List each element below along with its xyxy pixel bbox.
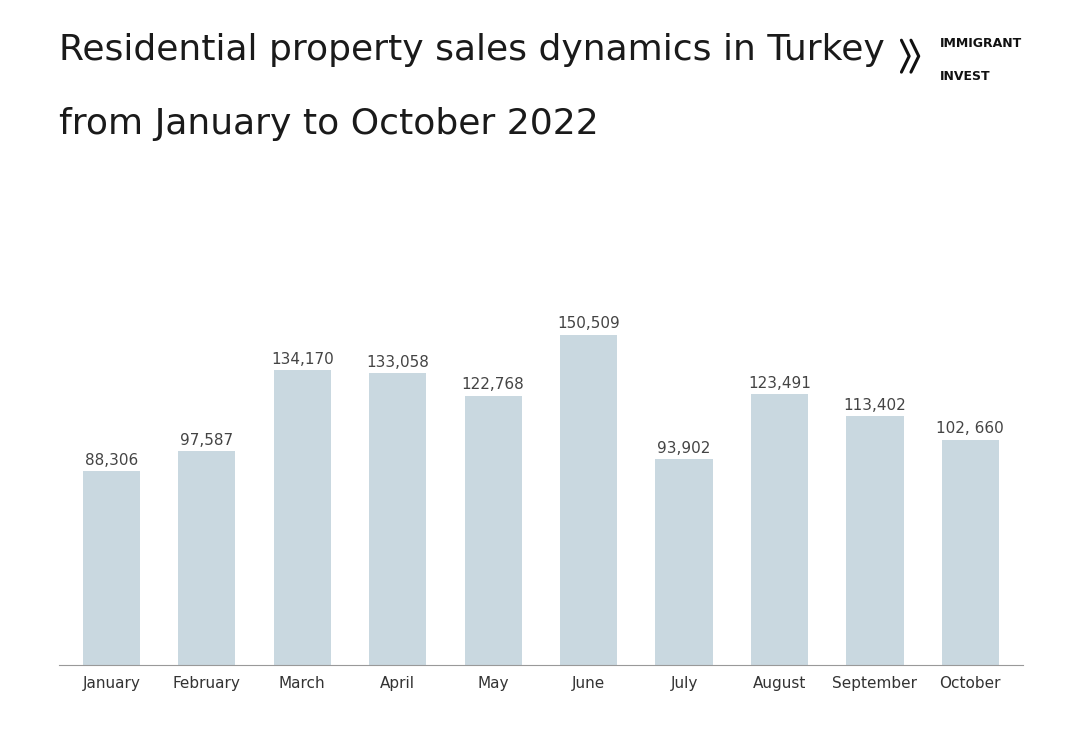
Bar bbox=[846, 416, 904, 665]
Bar bbox=[369, 373, 426, 665]
Text: 122,768: 122,768 bbox=[462, 377, 525, 392]
Text: 133,058: 133,058 bbox=[366, 355, 429, 370]
Bar bbox=[751, 394, 809, 665]
Bar bbox=[273, 370, 331, 665]
Text: 113,402: 113,402 bbox=[844, 398, 906, 413]
Text: 102, 660: 102, 660 bbox=[936, 421, 1005, 436]
Bar bbox=[178, 451, 236, 665]
Text: 93,902: 93,902 bbox=[658, 440, 711, 456]
Text: 88,306: 88,306 bbox=[85, 453, 138, 468]
Text: Residential property sales dynamics in Turkey: Residential property sales dynamics in T… bbox=[59, 33, 885, 67]
Text: 123,491: 123,491 bbox=[748, 375, 811, 391]
Text: 97,587: 97,587 bbox=[180, 432, 233, 448]
Bar bbox=[560, 335, 617, 665]
Bar bbox=[82, 471, 140, 665]
Bar bbox=[655, 459, 712, 665]
Text: 134,170: 134,170 bbox=[271, 353, 334, 367]
Text: INVEST: INVEST bbox=[940, 70, 991, 84]
Text: IMMIGRANT: IMMIGRANT bbox=[940, 37, 1023, 50]
Bar bbox=[465, 395, 522, 665]
Text: from January to October 2022: from January to October 2022 bbox=[59, 107, 599, 141]
Bar bbox=[941, 440, 999, 665]
Text: 150,509: 150,509 bbox=[557, 316, 620, 331]
